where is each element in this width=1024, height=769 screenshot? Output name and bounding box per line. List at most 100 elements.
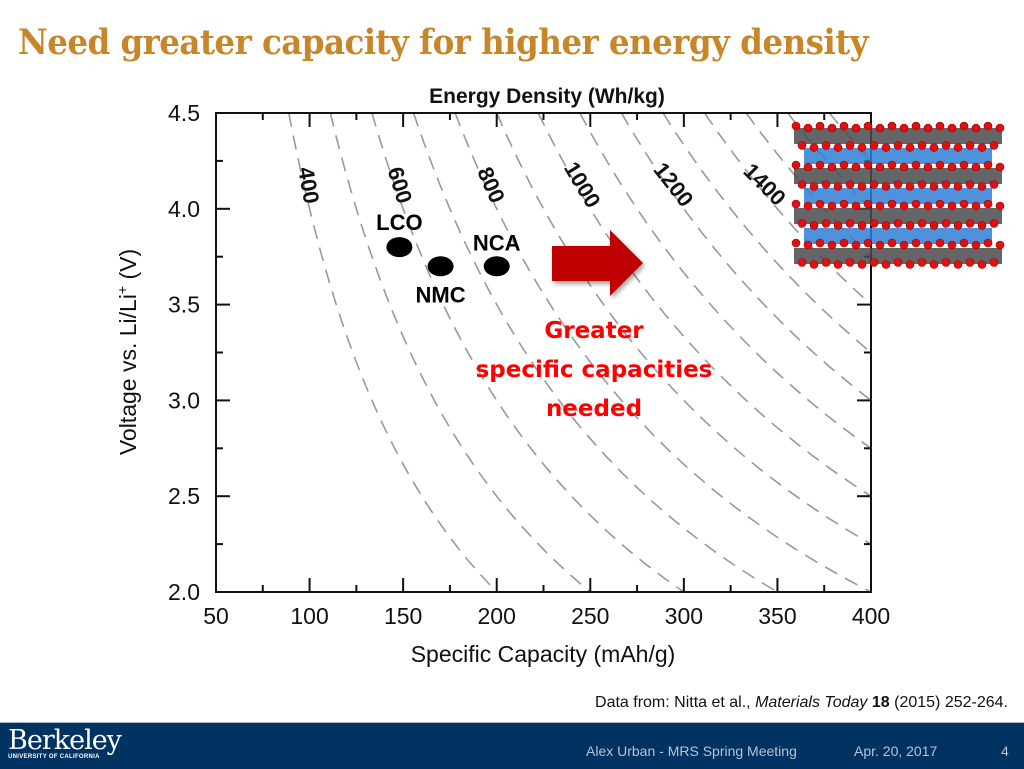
oxygen-atom [924, 202, 932, 210]
oxygen-atom [834, 183, 842, 191]
oxygen-atom [990, 142, 998, 150]
layered-oxide-structure-image [790, 120, 1010, 272]
oxygen-atom [816, 239, 824, 247]
oxygen-atom [846, 220, 854, 228]
oxygen-atom [936, 200, 944, 208]
oxygen-atom [828, 124, 836, 132]
x-tick-label: 350 [758, 603, 796, 629]
oxygen-atom [804, 124, 812, 132]
oxygen-atom [810, 183, 818, 191]
oxygen-atom [972, 124, 980, 132]
oxygen-atom [870, 181, 878, 189]
x-tick-label: 300 [665, 603, 703, 629]
oxygen-atom [798, 181, 806, 189]
oxygen-atom [954, 183, 962, 191]
oxygen-atom [900, 124, 908, 132]
page-number: 4 [1001, 743, 1009, 759]
oxygen-atom [978, 183, 986, 191]
oxygen-atom [828, 241, 836, 249]
oxygen-atom [924, 163, 932, 171]
oxygen-atom [942, 142, 950, 150]
oxygen-atom [858, 222, 866, 230]
citation-journal: Materials Today [755, 694, 867, 711]
oxygen-atom [960, 239, 968, 247]
oxygen-atom [882, 144, 890, 152]
annotation-line: Greater [544, 318, 644, 344]
oxygen-atom [984, 161, 992, 169]
oxygen-atom [840, 122, 848, 130]
y-axis-label: Voltage vs. Li/Li+ (V) [114, 249, 141, 455]
footer-date: Apr. 20, 2017 [854, 743, 937, 759]
oxygen-atom [792, 122, 800, 130]
oxygen-atom [948, 163, 956, 171]
oxygen-atom [840, 239, 848, 247]
oxygen-atom [948, 124, 956, 132]
citation-prefix: Data from: Nitta et al., [595, 694, 755, 711]
oxygen-atom [894, 181, 902, 189]
oxygen-atom [918, 220, 926, 228]
berkeley-logo: Berkeley UNIVERSITY OF CALIFORNIA [8, 727, 121, 760]
oxygen-atom [906, 222, 914, 230]
oxygen-atom [870, 220, 878, 228]
curve-label-400: 400 [293, 165, 324, 206]
oxygen-atom [930, 144, 938, 152]
point-lco [386, 237, 412, 257]
oxygen-atom [798, 142, 806, 150]
oxygen-atom [816, 122, 824, 130]
oxygen-atom [828, 202, 836, 210]
oxygen-atom [900, 241, 908, 249]
oxygen-atom [870, 259, 878, 267]
x-tick-label: 250 [571, 603, 609, 629]
oxygen-atom [864, 122, 872, 130]
y-tick-label: 2.0 [168, 579, 200, 605]
oxygen-atom [816, 200, 824, 208]
oxygen-atom [804, 202, 812, 210]
iso-energy-curve-500 [330, 113, 590, 592]
oxygen-atom [888, 239, 896, 247]
oxygen-atom [900, 163, 908, 171]
oxygen-atom [834, 222, 842, 230]
oxygen-atom [876, 124, 884, 132]
oxygen-atom [906, 183, 914, 191]
logo-wordmark: Berkeley [8, 727, 121, 755]
oxygen-atom [852, 202, 860, 210]
oxygen-atom [978, 261, 986, 269]
oxygen-atom [978, 222, 986, 230]
iso-energy-curve-600 [372, 113, 684, 592]
oxygen-atom [906, 144, 914, 152]
oxygen-atom [930, 183, 938, 191]
arrow-right-icon [552, 230, 643, 296]
footer-bar: Berkeley UNIVERSITY OF CALIFORNIA Alex U… [0, 722, 1024, 769]
x-tick-label: 50 [203, 603, 229, 629]
oxygen-atom [936, 161, 944, 169]
y-tick-label: 4.5 [168, 100, 200, 126]
oxygen-atom [996, 124, 1004, 132]
point-label-nca: NCA [473, 230, 521, 255]
oxygen-atom [798, 259, 806, 267]
oxygen-atom [936, 239, 944, 247]
oxygen-atom [972, 202, 980, 210]
oxygen-atom [792, 200, 800, 208]
oxygen-atom [804, 163, 812, 171]
oxygen-atom [834, 144, 842, 152]
annotation-line: specific capacities [476, 357, 713, 383]
oxygen-atom [846, 142, 854, 150]
oxygen-atom [996, 163, 1004, 171]
y-tick-label: 4.0 [168, 196, 200, 222]
oxygen-atom [882, 183, 890, 191]
oxygen-atom [822, 259, 830, 267]
oxygen-atom [990, 220, 998, 228]
oxygen-atom [876, 241, 884, 249]
oxygen-atom [966, 142, 974, 150]
chart-title: Energy Density (Wh/kg) [429, 85, 665, 108]
oxygen-atom [852, 241, 860, 249]
oxygen-atom [822, 181, 830, 189]
oxygen-atom [828, 163, 836, 171]
oxygen-atom [864, 161, 872, 169]
oxygen-atom [942, 220, 950, 228]
oxygen-atom [894, 220, 902, 228]
oxygen-atom [966, 220, 974, 228]
curve-label-1400: 1400 [739, 158, 791, 210]
